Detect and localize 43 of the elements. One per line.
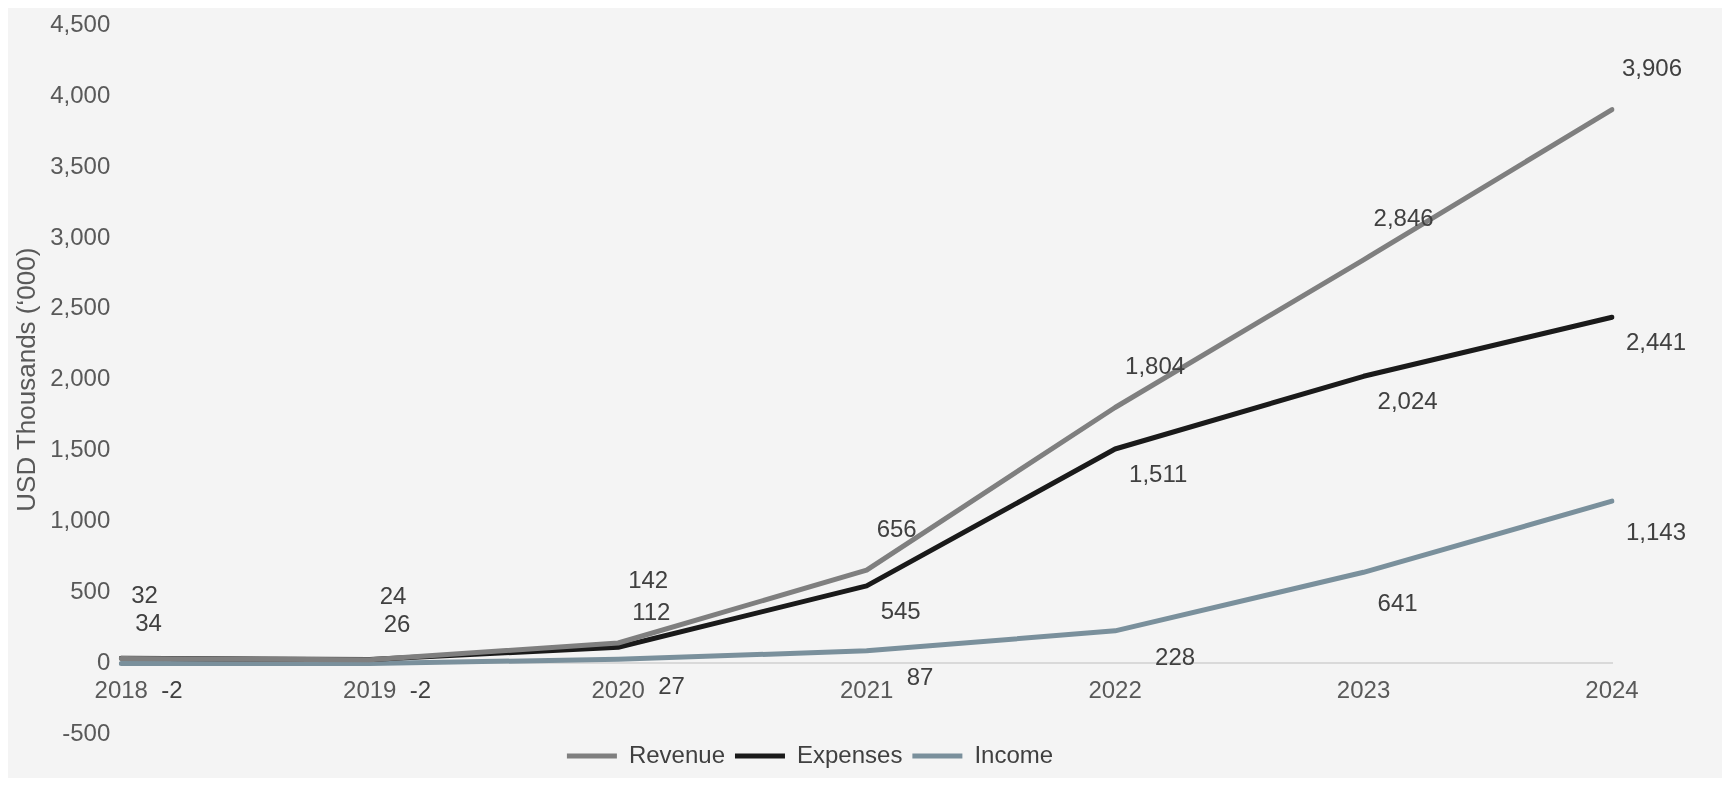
y-tick-label: 1,500 <box>50 435 111 463</box>
data-label: 1,804 <box>1125 352 1186 380</box>
legend-label: Revenue <box>628 740 725 768</box>
y-tick-label: 0 <box>96 647 111 675</box>
data-label: 24 <box>379 582 407 610</box>
data-label: 34 <box>135 608 162 636</box>
y-tick-label: 2,500 <box>50 293 111 321</box>
data-label: 228 <box>1155 643 1196 671</box>
data-label: 2,441 <box>1626 327 1687 355</box>
x-tick-label: 2024 <box>1585 676 1639 704</box>
y-tick-label: -500 <box>62 718 111 746</box>
data-label: 112 <box>632 597 671 625</box>
y-tick-label: 4,500 <box>50 10 111 38</box>
x-tick-label: 2022 <box>1088 676 1142 704</box>
data-label: 87 <box>906 663 934 691</box>
y-tick-label: 500 <box>70 576 111 604</box>
data-label: 2,024 <box>1377 386 1438 414</box>
y-tick-label: 4,000 <box>50 80 111 108</box>
data-label: 142 <box>628 565 669 593</box>
y-tick-label: 3,500 <box>50 151 111 179</box>
data-label: -2 <box>161 676 183 704</box>
data-label: 3,906 <box>1622 54 1683 82</box>
data-label: 545 <box>880 596 921 624</box>
y-axis-title: USD Thousands (‘000) <box>10 247 41 512</box>
x-tick-label: 2021 <box>839 676 894 704</box>
data-label: 1,143 <box>1626 517 1687 545</box>
x-tick-label: 2020 <box>591 676 645 704</box>
x-tick-label: 2019 <box>343 676 397 704</box>
data-label: 32 <box>131 581 158 609</box>
data-label: 641 <box>1377 588 1418 616</box>
legend-label: Expenses <box>796 740 903 768</box>
legend-label: Income <box>974 740 1054 768</box>
data-label: 26 <box>383 610 411 638</box>
x-tick-label: 2018 <box>94 676 148 704</box>
data-label: 27 <box>658 671 685 699</box>
y-tick-label: 2,000 <box>50 364 111 392</box>
y-tick-label: 1,000 <box>50 506 111 534</box>
data-label: 656 <box>876 514 917 542</box>
data-label: -2 <box>409 676 432 704</box>
data-label: 2,846 <box>1373 204 1434 232</box>
x-tick-label: 2023 <box>1336 676 1391 704</box>
data-label: 1,511 <box>1129 459 1188 487</box>
y-tick-label: 3,000 <box>50 222 111 250</box>
